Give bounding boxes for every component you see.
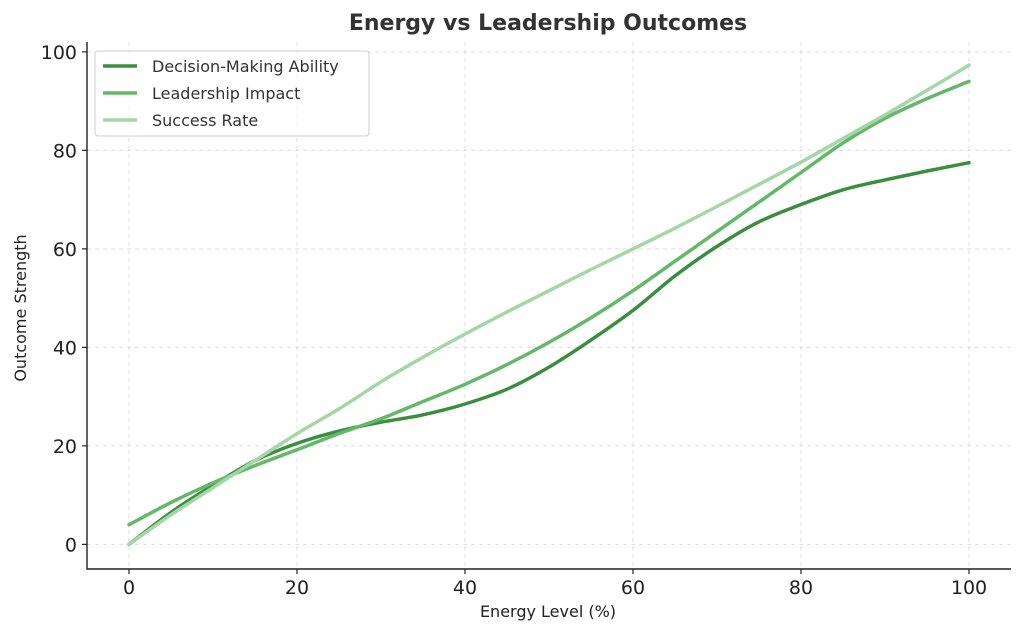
y-tick-label: 80 xyxy=(53,140,77,162)
y-tick-label: 0 xyxy=(65,534,77,556)
series-line-success-rate xyxy=(127,63,971,547)
legend: Decision-Making Ability Leadership Impact… xyxy=(94,50,370,137)
x-tick-label: 40 xyxy=(453,577,477,599)
x-tick-label: 20 xyxy=(285,577,309,599)
series-lines xyxy=(127,63,971,547)
y-tick-label: 40 xyxy=(53,337,77,359)
series-line-leadership-impact xyxy=(127,79,971,527)
series-line-decision-making-ability xyxy=(127,160,971,547)
x-tick-label: 100 xyxy=(951,577,987,599)
x-axis-label: Energy Level (%) xyxy=(480,602,616,621)
x-tick-label: 80 xyxy=(789,577,813,599)
y-tick-label: 20 xyxy=(53,436,77,458)
y-tick-label: 60 xyxy=(53,239,77,261)
x-tick-label: 0 xyxy=(123,577,135,599)
legend-label-decision-making-ability: Decision-Making Ability xyxy=(152,57,339,76)
axis-ticks: 0 20 40 60 80 100 0 20 40 60 80 100 xyxy=(41,42,987,599)
axes xyxy=(86,42,1011,570)
y-tick-label: 100 xyxy=(41,42,77,64)
y-axis-label: Outcome Strength xyxy=(11,234,30,381)
axis-spines xyxy=(86,42,1011,570)
legend-label-leadership-impact: Leadership Impact xyxy=(152,84,300,103)
legend-box xyxy=(94,50,370,137)
chart-title: Energy vs Leadership Outcomes xyxy=(349,11,747,36)
x-tick-label: 60 xyxy=(621,577,645,599)
legend-label-success-rate: Success Rate xyxy=(152,111,258,130)
